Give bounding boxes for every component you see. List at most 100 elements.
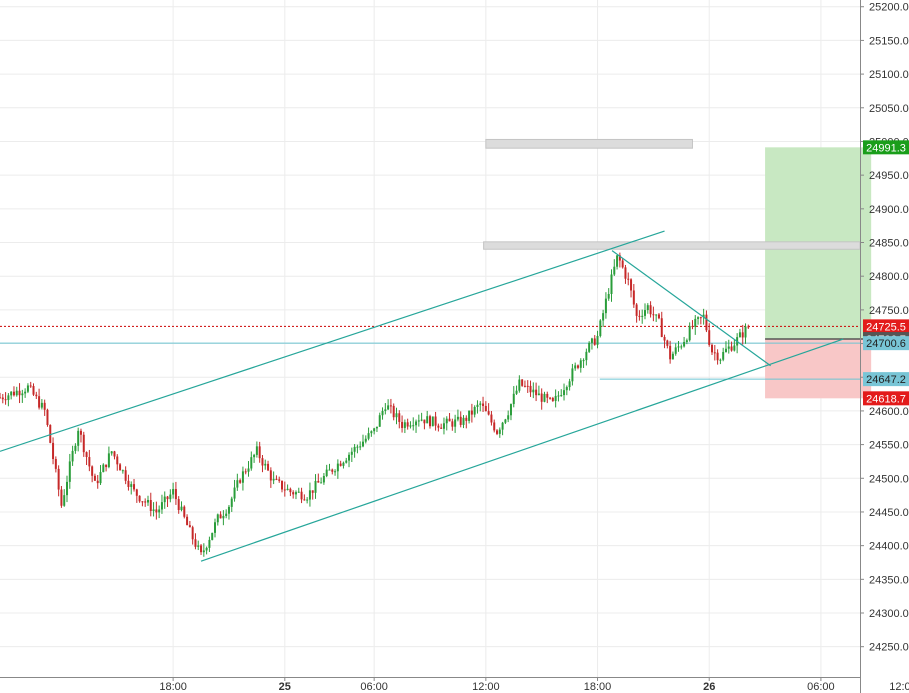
candle-down [116, 456, 119, 465]
candle-up [456, 416, 459, 420]
candle-up [15, 390, 18, 396]
price-tick-label: 25150.0 [869, 35, 909, 47]
candle-up [415, 421, 418, 426]
channel-lower-line [200, 338, 844, 562]
candle-down [711, 344, 714, 353]
candle-up [63, 495, 66, 506]
time-tick-label: 18:00 [584, 681, 612, 693]
candle-up [163, 496, 166, 503]
candle-up [336, 463, 339, 472]
candle-up [722, 351, 725, 360]
candle-down [660, 318, 663, 337]
price-tick-label: 24350.0 [869, 574, 909, 586]
candle-down [219, 514, 222, 519]
candle-up [507, 415, 510, 420]
price-tag-label: 24647.2 [866, 374, 906, 386]
candle-down [440, 427, 443, 429]
candle-up [205, 547, 208, 551]
candle-down [496, 430, 499, 434]
candle-up [211, 532, 214, 540]
candle-down [576, 365, 579, 368]
candle-up [40, 402, 43, 408]
candle-down [716, 352, 719, 361]
candle-up [345, 460, 348, 463]
horizontal-lines [0, 325, 860, 380]
candle-up [328, 469, 331, 471]
candle-down [705, 314, 708, 331]
candle-down [166, 496, 169, 500]
time-tick-label: 12:00 [472, 681, 500, 693]
candle-down [43, 402, 46, 410]
candle-down [663, 336, 666, 341]
trendlines [0, 230, 844, 562]
candle-up [297, 491, 300, 493]
price-tag [863, 336, 909, 351]
candle-up [359, 446, 362, 448]
candle-up [384, 409, 387, 411]
candle-up [719, 359, 722, 361]
candle-down [283, 489, 286, 491]
candle-up [180, 506, 183, 511]
candle-down [135, 489, 138, 496]
candle-up [590, 338, 593, 343]
candle-up [680, 346, 683, 348]
candle-down [85, 452, 88, 458]
candle-up [409, 425, 412, 427]
candle-down [300, 491, 303, 500]
candle-down [487, 411, 490, 415]
candle-down [627, 278, 630, 280]
candle-down [465, 417, 468, 421]
candle-down [470, 410, 473, 415]
resistance-band [485, 138, 693, 149]
candle-up [373, 428, 376, 432]
candle-up [613, 266, 616, 275]
candle-down [79, 430, 82, 435]
candle-down [392, 405, 395, 418]
candle-down [459, 416, 462, 425]
candle-up [610, 274, 613, 294]
candle-down [174, 489, 177, 500]
price-tick-label: 24300.0 [869, 608, 909, 620]
candle-up [498, 429, 501, 434]
candle-up [255, 446, 258, 455]
candle-down [451, 421, 454, 427]
candle-up [320, 482, 323, 484]
candle-up [501, 422, 504, 430]
candle-up [412, 425, 415, 427]
candle-down [52, 442, 55, 460]
channel-upper-line [0, 230, 665, 452]
candle-down [549, 397, 552, 399]
candle-down [281, 480, 284, 490]
candle-up [356, 446, 359, 448]
candle-down [493, 422, 496, 431]
candle-down [138, 495, 141, 502]
candle-up [225, 513, 228, 516]
candle-up [107, 453, 110, 468]
candle-down [188, 525, 191, 528]
time-axis[interactable]: 18:00 25 06:00 12:00 18:00 26 06:00 12:00 [0, 677, 909, 693]
candle-up [66, 481, 69, 496]
candle-up [733, 345, 736, 351]
grid [0, 0, 860, 677]
candle-down [183, 506, 186, 517]
candle-down [699, 317, 702, 319]
candle-down [133, 484, 136, 490]
candle-down [624, 267, 627, 279]
candle-up [334, 471, 337, 473]
candle-down [741, 332, 744, 338]
loss-zone [765, 339, 872, 399]
candle-up [607, 293, 610, 299]
candle-up [602, 313, 605, 321]
price-tag-label: 24991.3 [866, 142, 906, 154]
candle-up [518, 379, 521, 391]
candle-up [462, 417, 465, 425]
price-tag [863, 372, 909, 387]
candle-down [35, 394, 38, 397]
resistance-band [483, 241, 861, 250]
candle-up [468, 410, 471, 421]
price-tick-label: 24900.0 [869, 204, 909, 216]
candle-down [46, 409, 49, 425]
price-tick-label: 24400.0 [869, 541, 909, 553]
candle-up [367, 433, 370, 439]
